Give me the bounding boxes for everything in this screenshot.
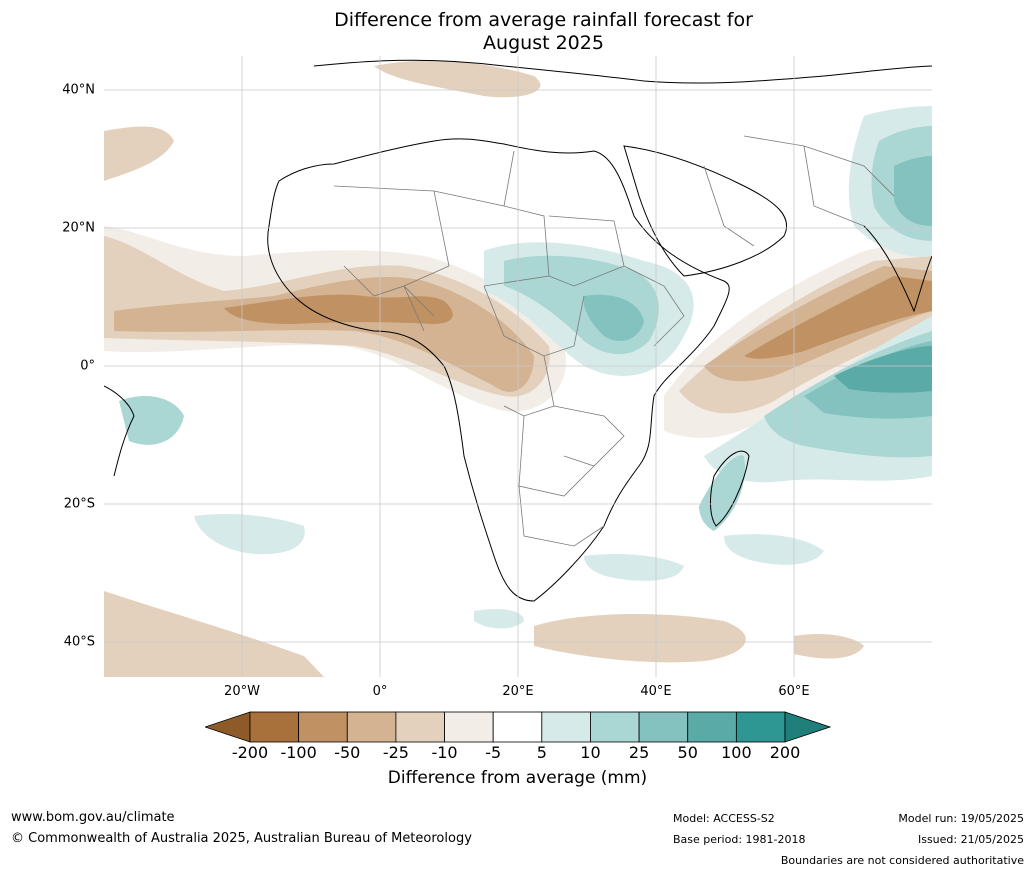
colorbar-tick-label: 50 (677, 743, 698, 762)
colorbar-tick-label: 10 (580, 743, 601, 762)
lon-label-20w: 20°W (224, 684, 260, 699)
arabia-coastline (623, 145, 787, 277)
footer-copyright: © Commonwealth of Australia 2025, Austra… (11, 831, 472, 846)
colorbar-tick-label: -100 (280, 743, 317, 762)
coastlines (104, 59, 932, 602)
colorbar-tick-label: 5 (536, 743, 547, 762)
colorbar-cell (444, 711, 494, 743)
wet-south-atlantic (194, 514, 305, 555)
colorbar-tick-label: -50 (334, 743, 361, 762)
dry-band-indian-ocean-50 (744, 276, 932, 359)
map-title: Difference from average rainfall forecas… (0, 9, 1035, 55)
colorbar-cell (492, 711, 543, 743)
africa-coastline (267, 138, 730, 602)
country-borders (333, 135, 895, 547)
wet-arabian-sea-50 (894, 156, 932, 226)
colorbar-tick-label: -200 (231, 743, 269, 762)
footer-disclaimer: Boundaries are not considered authoritat… (780, 854, 1024, 867)
colorbar-cell (687, 711, 737, 743)
title-line-1: Difference from average rainfall forecas… (334, 9, 753, 31)
lat-label-20s: 20°S (63, 496, 95, 512)
colorbar-tick-label: -5 (485, 743, 502, 762)
footer-issued: Issued: 21/05/2025 (917, 833, 1024, 846)
colorbar-under-arrow (205, 711, 251, 743)
colorbar-cell (346, 711, 397, 743)
lat-label-40n: 40°N (62, 82, 95, 98)
graticule (104, 56, 932, 677)
footer-base-period: Base period: 1981-2018 (673, 833, 806, 846)
colorbar-cell (249, 711, 300, 743)
lon-label-20e: 20°E (502, 684, 534, 699)
dry-patch-atlantic-north (104, 126, 174, 181)
india-coastline (863, 225, 932, 313)
anomaly-shading (104, 60, 932, 677)
title-line-2: August 2025 (483, 32, 604, 54)
colorbar-tick-label: -10 (431, 743, 458, 762)
wet-gulf-guinea-west (119, 396, 184, 445)
colorbar-tick-label: 25 (628, 743, 650, 762)
colorbar-tick-label: 200 (769, 743, 801, 762)
lon-label-60e: 60°E (778, 684, 810, 699)
footer-model-run: Model run: 19/05/2025 (898, 812, 1024, 825)
colorbar-cells (249, 711, 786, 743)
colorbar-title: Difference from average (mm) (387, 768, 648, 788)
wet-southwest-indian (584, 554, 684, 581)
lat-label-20n: 20°N (62, 220, 95, 236)
colorbar-cell (395, 711, 445, 743)
colorbar-tick-label: -25 (382, 743, 409, 762)
footer-model: Model: ACCESS-S2 (673, 812, 775, 825)
europe-coastline (313, 59, 932, 84)
colorbar-tick-label: 100 (721, 743, 752, 762)
lon-label-0: 0° (372, 684, 388, 699)
dry-band-south-indian (534, 614, 746, 663)
wet-indian-ocean-south (724, 534, 824, 565)
south-america-coastline (104, 385, 135, 477)
dry-band-south-atlantic (104, 591, 324, 677)
colorbar-cell (735, 711, 786, 743)
colorbar (205, 711, 831, 743)
madagascar-coastline (710, 450, 750, 527)
rainfall-anomaly-map (104, 56, 932, 677)
wet-madagascar (699, 455, 745, 531)
wet-east-africa-50 (583, 294, 644, 341)
wet-south-atlantic-2 (474, 609, 524, 629)
dry-band-south-indian-2 (794, 634, 864, 659)
colorbar-cell (638, 711, 689, 743)
footer-website[interactable]: www.bom.gov.au/climate (11, 810, 175, 825)
lat-label-40s: 40°S (63, 634, 95, 650)
lat-label-0: 0° (80, 358, 95, 374)
wet-equatorial-indian-100 (834, 346, 932, 393)
colorbar-cell (298, 711, 348, 743)
dry-patch-med (374, 60, 541, 98)
dry-band-west-africa-50 (224, 294, 453, 324)
colorbar-cell (590, 711, 640, 743)
colorbar-over-arrow (784, 711, 831, 743)
lon-label-40e: 40°E (640, 684, 672, 699)
colorbar-cell (541, 711, 591, 743)
